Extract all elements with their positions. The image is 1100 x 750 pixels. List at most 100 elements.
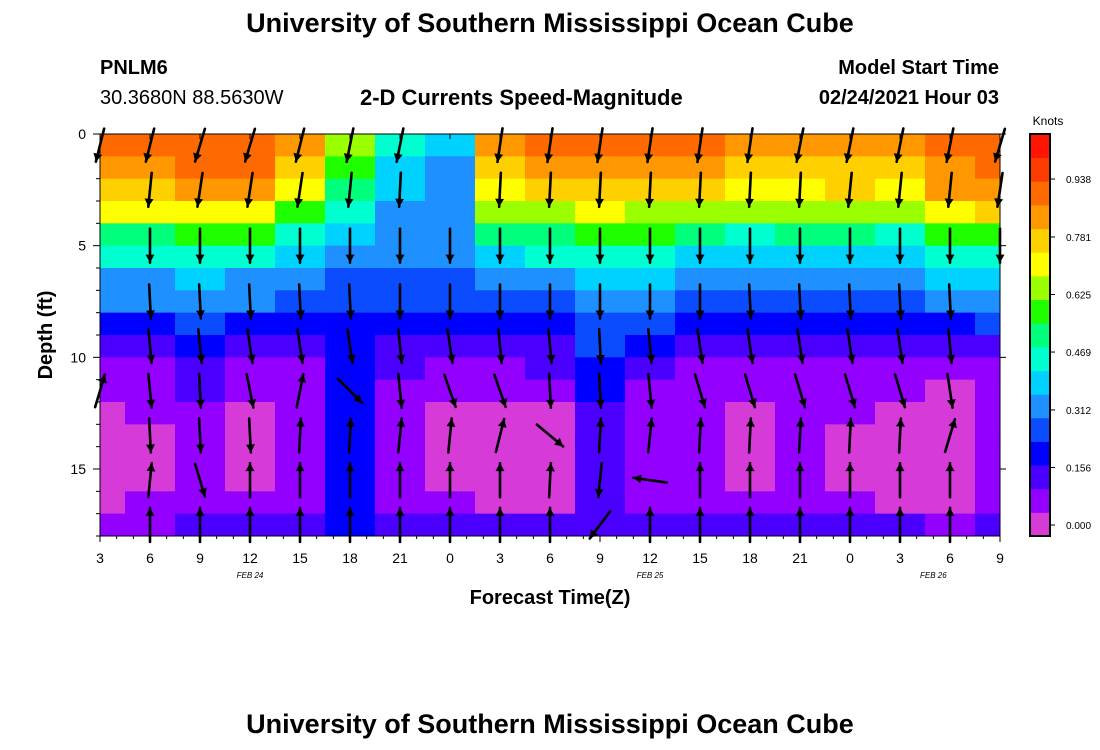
heatmap-cell [875,312,926,336]
current-vector [746,328,756,365]
heatmap-cell [375,312,426,336]
heatmap-cell [525,357,576,381]
colorbar-band [1030,488,1050,513]
current-vector [845,461,855,499]
current-vector [443,373,458,409]
heatmap-cell [725,312,776,336]
current-vector [245,461,255,499]
heatmap-cell [225,201,276,224]
heatmap-cell [325,312,376,336]
heatmap-cell [875,201,926,224]
heatmap-cell [475,268,526,291]
heatmap-cell [925,201,976,224]
colorbar-tick-label: 0.312 [1066,406,1091,417]
current-vector [396,372,406,410]
current-vector [793,373,807,409]
colorbar-band [1030,204,1050,230]
current-vector [946,327,956,365]
heatmap-cell [225,446,276,470]
current-vector [495,227,505,264]
x-date-label: FEB 24 [237,571,264,580]
heatmap-cell [100,223,126,247]
current-vector [896,328,906,365]
heatmap-cell [475,156,526,180]
colorbar-band [1030,157,1050,182]
chart-axes: 3 6 9 12 15 18 21 0 3 6 9 12 15 18 21 0 3 6 9 FEB 24 FEB 25 F… [70,126,1006,580]
current-vector [696,328,706,365]
colorbar-band [1030,323,1050,348]
heatmap-cell [100,178,126,202]
heatmap-cell [675,402,726,425]
heatmap-cell [675,357,726,381]
heatmap-cell [425,402,476,425]
heatmap-cell [825,268,876,291]
current-vector [646,327,656,365]
heatmap-cell [575,491,626,515]
heatmap-cell [475,312,526,336]
current-vector [395,227,405,264]
current-vector [146,327,156,365]
x-tick-label: 12 [242,550,258,566]
current-vector [745,417,755,454]
heatmap-cell [575,402,626,425]
current-vector [295,461,305,499]
heatmap-cell [575,312,626,336]
heatmap-cell [925,491,976,515]
heatmap-cell [100,134,126,157]
current-vector [535,423,565,448]
heatmap-cell [975,245,1001,269]
current-vector [395,171,405,209]
x-tick-label: 6 [146,550,154,566]
y-tick-label: 5 [78,238,86,254]
current-vector [195,417,205,454]
heatmap-cell [825,357,876,381]
heatmap-cell [100,424,126,448]
footer-title: University of Southern Mississippi Ocean… [246,709,854,739]
heatmap-cell [975,446,1001,470]
current-vector [545,171,555,209]
heatmap-cell [125,156,176,180]
heatmap-cell [525,446,576,470]
current-vector [445,227,455,264]
colorbar-tick-label: 0.000 [1066,521,1091,532]
current-vector [795,461,805,499]
current-vector [895,283,905,320]
heatmap-cell [925,402,976,425]
heatmap-cell [975,402,1001,425]
current-vector [146,461,156,499]
current-vector [745,171,755,209]
heatmap-cell [425,357,476,381]
heatmap-cell [100,268,126,291]
x-tick-label: 3 [896,550,904,566]
heatmap-cell [975,357,1001,381]
current-vector [894,171,904,209]
heatmap-cell [100,513,126,537]
current-vector [244,171,254,208]
current-vector [396,327,406,365]
current-vector [945,227,955,264]
current-vector [395,461,405,499]
heatmap-cell [675,491,726,515]
heatmap-cell [725,268,776,291]
current-vector [595,372,605,410]
heatmap-cell [975,201,1001,224]
current-vector [946,372,956,409]
heatmap-cell [325,491,376,515]
heatmap-cell [425,134,476,157]
heatmap-cell [325,446,376,470]
heatmap-cell [875,268,926,291]
heatmap-cell [275,357,326,381]
heatmap-cell [125,357,176,381]
current-vector [646,372,656,410]
y-tick-label: 10 [70,349,86,365]
heatmap-cell [100,201,126,224]
heatmap-cell [125,491,176,515]
colorbar-tick-label: 0.469 [1066,348,1091,359]
current-vector [195,227,205,264]
current-vector [296,328,306,365]
current-vector [194,171,204,208]
current-vector [495,461,505,499]
y-tick-label: 0 [78,126,86,142]
heatmap-cell [575,446,626,470]
heatmap-cell [100,379,126,403]
